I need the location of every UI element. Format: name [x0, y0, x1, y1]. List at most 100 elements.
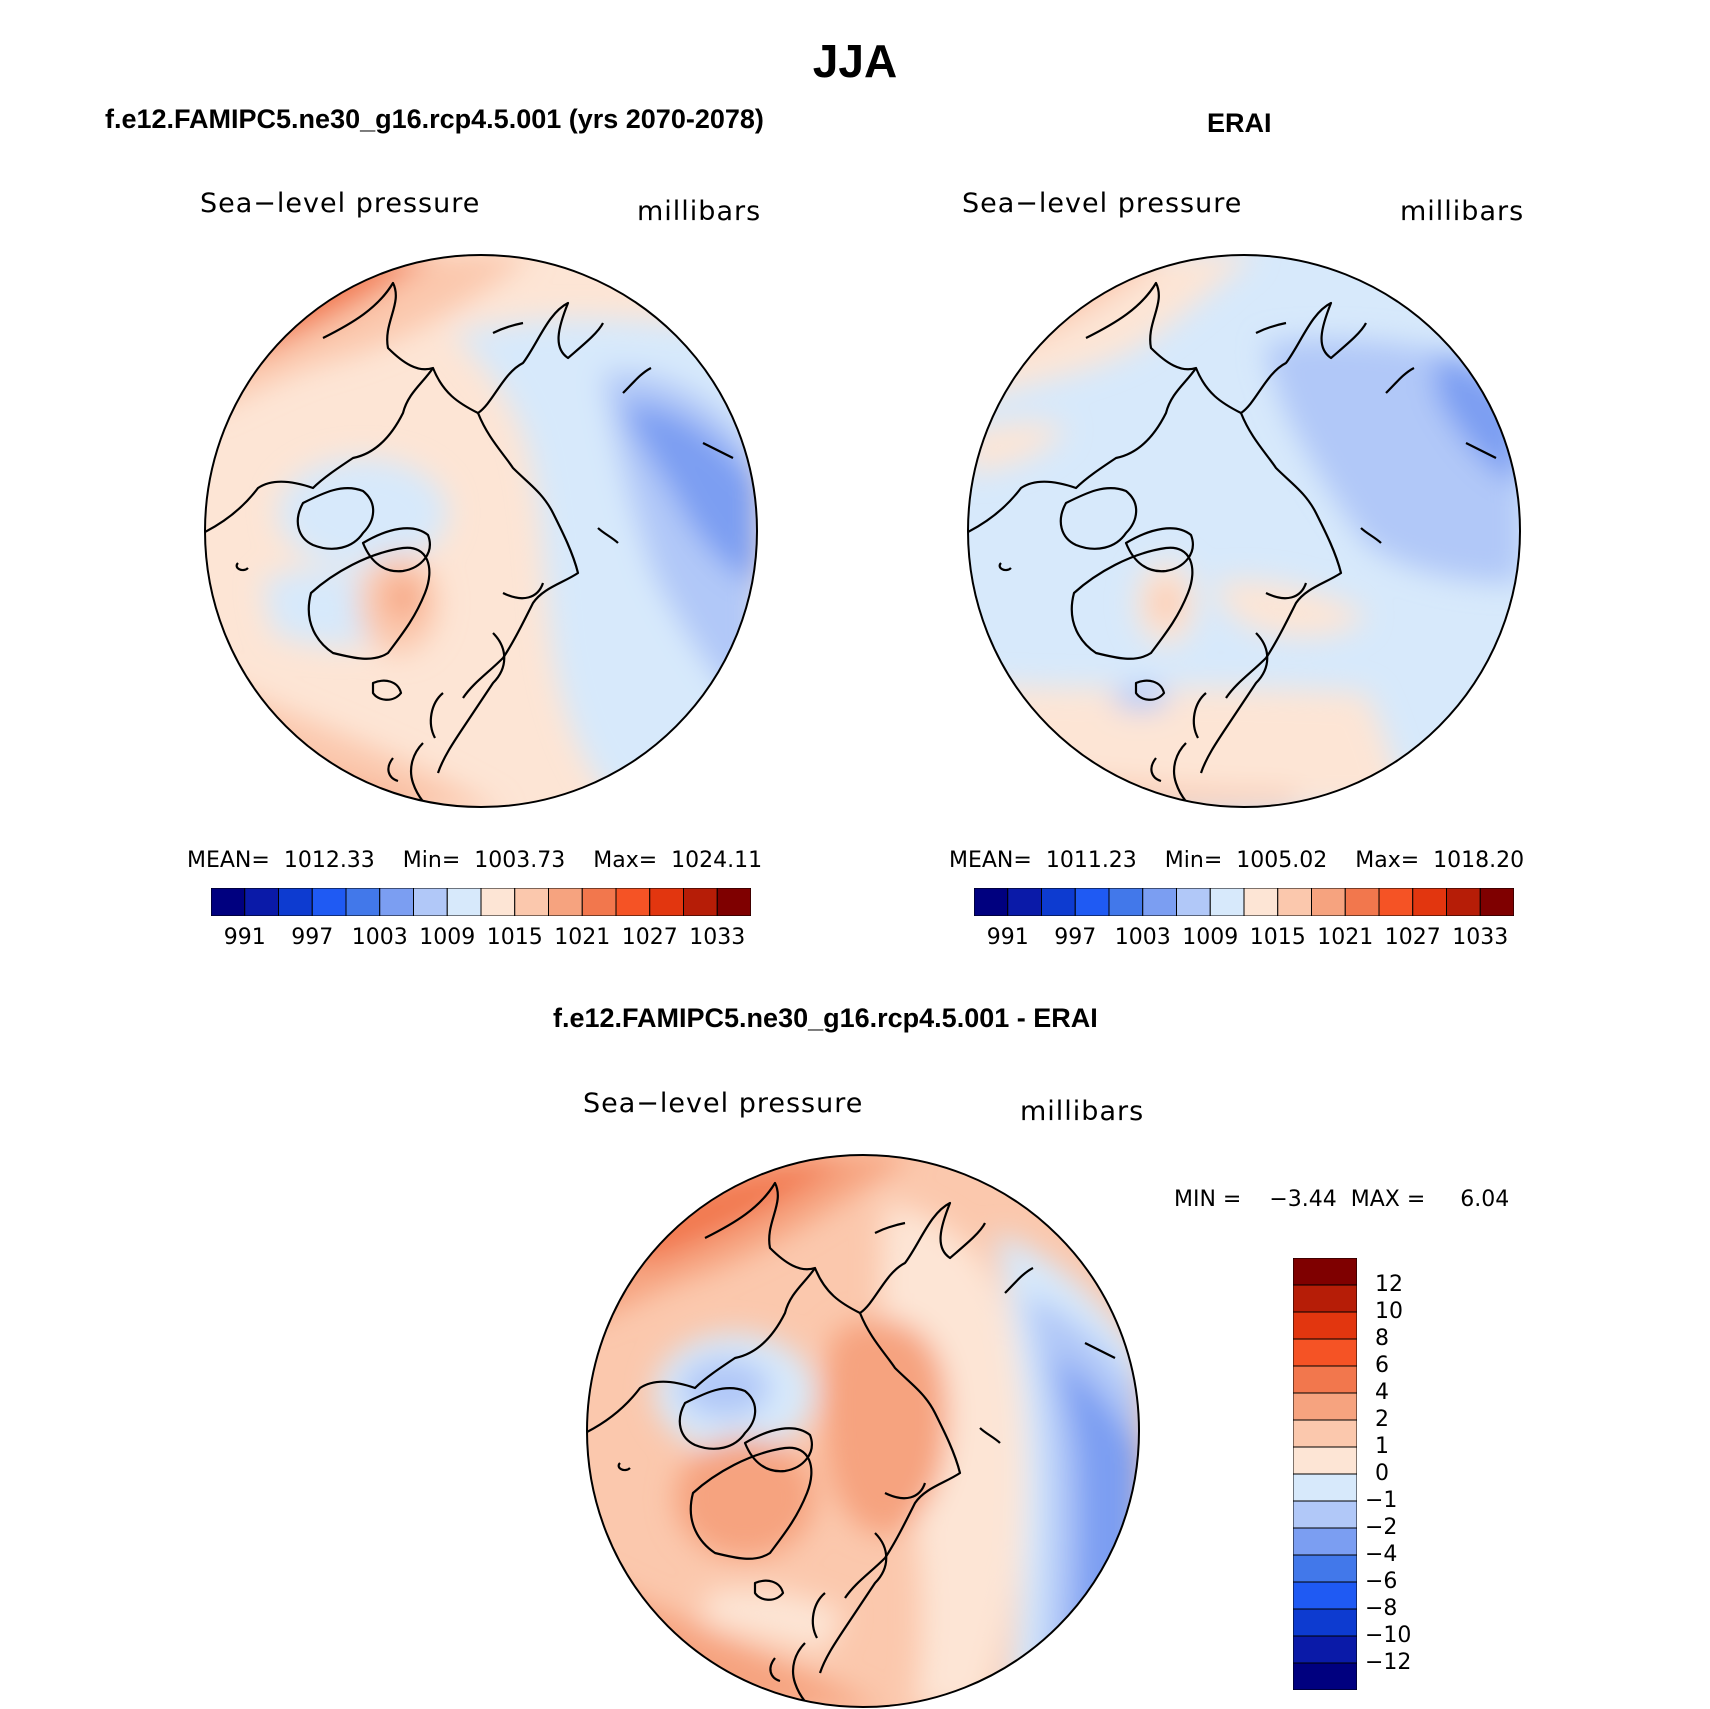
panel-erai-colorbar-box: [1209, 888, 1245, 916]
panel-erai-colorbar-tick-label: 1021: [1317, 925, 1374, 950]
panel-model-colorbar-ticks: 991 997 1003 1009 1015 1021 1027 1033: [211, 925, 751, 955]
panel-model-colorbar-box: [716, 888, 751, 916]
panel-model-colorbar-box: [244, 888, 279, 916]
panel-erai-colorbar-box: [1446, 888, 1481, 916]
panel-model-colorbar-tick-label: 1015: [486, 925, 543, 950]
panel-model-mean-value: 1012.33: [283, 848, 375, 873]
panel-erai-colorbar-box: [1344, 888, 1380, 916]
panel-model-colorbar-tick-label: 1027: [621, 925, 678, 950]
panel-model-colorbar-box: [514, 888, 549, 916]
panel-diff-colorbar-tick-label: −6: [1365, 1569, 1398, 1594]
panel-model-colorbar-box: [379, 888, 414, 916]
panel-model-colorbar-tick-label: 997: [291, 925, 334, 950]
panel-erai-colorbar-ticks: 991 997 1003 1009 1015 1021 1027 1033: [974, 925, 1514, 955]
panel-erai-colorbar-tick-label: 1003: [1114, 925, 1171, 950]
panel-model-colorbar-tick-label: 1003: [351, 925, 408, 950]
panel-model-colorbar-box: [413, 888, 448, 916]
panel-diff-colorbar-box: [1293, 1446, 1357, 1475]
panel-diff-colorbar-box: [1293, 1608, 1357, 1637]
panel-diff-colorbar-box: [1293, 1419, 1357, 1448]
panel-erai-colorbar-tick-label: 1009: [1182, 925, 1239, 950]
panel-erai-colorbar-tick-label: 1033: [1452, 925, 1509, 950]
panel-diff-colorbar-tick-label: 10: [1375, 1299, 1403, 1324]
panel-erai-mean-value: 1011.23: [1045, 848, 1137, 873]
panel-model-max-label: Max=: [593, 848, 658, 873]
panel-erai-colorbar-box: [1277, 888, 1312, 916]
panel-model-colorbar-box: [345, 888, 381, 916]
panel-model-min-label: Min=: [402, 848, 461, 873]
panel-diff-variable-label: Sea−level pressure: [583, 1088, 864, 1119]
panel-model-polar-map: [204, 254, 758, 808]
panel-diff-colorbar-box: [1293, 1581, 1357, 1610]
panel-model-colorbar-box: [615, 888, 651, 916]
panel-diff-colorbar-tick-label: −1: [1365, 1488, 1398, 1513]
panel-erai-colorbar-box: [974, 888, 1009, 916]
panel-diff-colorbar-tick-label: −8: [1365, 1596, 1398, 1621]
panel-diff-max-value: 6.04: [1460, 1187, 1510, 1212]
panel-model-mean-label: MEAN=: [187, 848, 270, 873]
panel-model-colorbar-box: [480, 888, 516, 916]
panel-model-colorbar-box: [211, 888, 246, 916]
panel-model-colorbar-tick-label: 1033: [689, 925, 746, 950]
panel-diff-colorbar-tick-label: 2: [1375, 1407, 1389, 1432]
panel-erai-colorbar-tick-label: 991: [986, 925, 1029, 950]
panel-diff-colorbar-tick-label: −10: [1365, 1623, 1412, 1648]
panel-erai-colorbar-box: [1412, 888, 1447, 916]
panel-diff-colorbar: [1293, 1258, 1357, 1690]
panel-erai-colorbar-box: [1378, 888, 1414, 916]
panel-model-colorbar-tick-label: 1021: [554, 925, 611, 950]
panel-erai-colorbar-box: [1243, 888, 1279, 916]
panel-diff-colorbar-box: [1293, 1258, 1357, 1286]
panel-model-colorbar-box: [649, 888, 684, 916]
panel-model-header: f.e12.FAMIPC5.ne30_g16.rcp4.5.001 (yrs 2…: [105, 104, 764, 134]
panel-diff-colorbar-box: [1293, 1635, 1357, 1664]
panel-model-max-value: 1024.11: [671, 848, 763, 873]
panel-diff-colorbar-tick-label: 12: [1375, 1272, 1403, 1297]
panel-erai-colorbar-box: [1007, 888, 1042, 916]
panel-diff-colorbar-tick-label: 8: [1375, 1326, 1389, 1351]
panel-erai-min-label: Min=: [1164, 848, 1223, 873]
panel-model-colorbar-box: [311, 888, 347, 916]
panel-diff-min-value: −3.44: [1269, 1187, 1337, 1212]
panel-diff-colorbar-ticks: 12 10 8 6 4 2 1 0 −1 −2 −4 −6 −8 −10 −12: [1365, 1258, 1465, 1690]
panel-erai-colorbar-box: [1074, 888, 1110, 916]
panel-model-colorbar: [211, 888, 751, 916]
panel-erai-colorbar-box: [1108, 888, 1144, 916]
panel-erai-colorbar-box: [1311, 888, 1346, 916]
panel-diff-colorbar-tick-label: 1: [1375, 1434, 1389, 1459]
panel-diff-min-label: MIN =: [1174, 1187, 1242, 1212]
panel-erai-header: ERAI: [1207, 108, 1272, 138]
panel-diff-max-label: MAX =: [1350, 1187, 1426, 1212]
panel-diff-colorbar-box: [1293, 1284, 1357, 1313]
panel-erai-colorbar-tick-label: 997: [1054, 925, 1097, 950]
panel-erai-max-value: 1018.20: [1433, 848, 1525, 873]
panel-erai-stats: MEAN= 1011.23 Min= 1005.02 Max= 1018.20: [949, 848, 1524, 873]
panel-erai-min-value: 1005.02: [1236, 848, 1328, 873]
panel-model-stats: MEAN= 1012.33 Min= 1003.73 Max= 1024.11: [187, 848, 762, 873]
panel-model-colorbar-tick-label: 991: [223, 925, 266, 950]
panel-diff-colorbar-box: [1293, 1500, 1357, 1529]
panel-model-units-label: millibars: [637, 196, 762, 227]
panel-erai-units-label: millibars: [1400, 196, 1525, 227]
panel-diff-colorbar-box: [1293, 1527, 1357, 1556]
panel-erai-colorbar-box: [1142, 888, 1177, 916]
panel-erai-colorbar-tick-label: 1027: [1384, 925, 1441, 950]
panel-diff-colorbar-box: [1293, 1311, 1357, 1340]
panel-model-colorbar-box: [683, 888, 718, 916]
panel-model-colorbar-box: [446, 888, 482, 916]
panel-diff-colorbar-box: [1293, 1473, 1357, 1502]
panel-diff-polar-map: [586, 1154, 1140, 1708]
panel-model-colorbar-box: [548, 888, 583, 916]
panel-diff-colorbar-tick-label: 4: [1375, 1380, 1389, 1405]
panel-diff-colorbar-box: [1293, 1338, 1357, 1367]
panel-erai-polar-map: [967, 254, 1521, 808]
panel-diff-colorbar-box: [1293, 1392, 1357, 1421]
panel-diff-colorbar-box: [1293, 1554, 1357, 1583]
panel-erai-variable-label: Sea−level pressure: [962, 188, 1243, 219]
panel-diff-stats: MIN = −3.44 MAX = 6.04: [1174, 1187, 1509, 1212]
panel-erai-colorbar-box: [1176, 888, 1211, 916]
panel-diff-colorbar-box: [1293, 1365, 1357, 1394]
panel-model-min-value: 1003.73: [474, 848, 566, 873]
panel-diff-colorbar-box: [1293, 1662, 1357, 1690]
panel-model-colorbar-box: [278, 888, 313, 916]
